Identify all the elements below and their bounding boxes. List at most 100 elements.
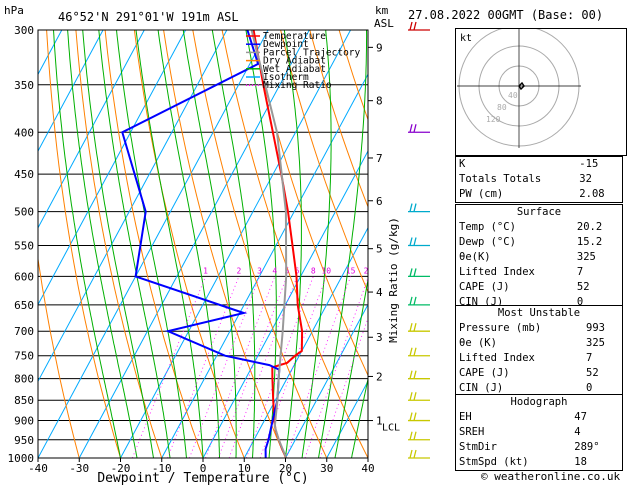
wind-barb-flag <box>413 203 417 212</box>
hodograph-index-value: 47 <box>574 411 587 423</box>
wind-barb-flag <box>413 323 417 332</box>
surface-value: 7 <box>576 266 584 278</box>
most-unstable-row: Pressure (mb) 993 <box>456 321 619 336</box>
pressure-tick-label: 300 <box>14 24 34 37</box>
most-unstable-label: Lifted Index <box>459 352 535 364</box>
hodograph-title: Hodograph <box>510 396 568 408</box>
temperature-tick-label: -40 <box>28 462 48 475</box>
wind-barb-flag <box>413 124 417 133</box>
hodograph-unit-label: kt <box>460 33 472 44</box>
hodograph-index-row: StmDir 289° <box>456 440 619 455</box>
isotherm-line <box>78 30 310 458</box>
mixing-ratio-line <box>189 276 260 458</box>
index-label: K <box>459 158 466 170</box>
hodograph-indices-panel: Hodograph EH 47 SREH 4 StmDir 289° StmSpd (kt)… <box>455 394 623 471</box>
wet-adiabat-line <box>98 30 171 458</box>
station-location: 46°52'N 291°01'W 191m ASL <box>58 10 239 24</box>
surface-row: Lifted Index 7 <box>456 265 619 280</box>
pressure-tick-label: 600 <box>14 270 34 283</box>
most-unstable-label: CIN (J) <box>459 382 504 394</box>
pressure-tick-label: 350 <box>14 79 34 92</box>
temperature-tick-label: 40 <box>361 462 374 475</box>
pressure-tick-label: 700 <box>14 325 34 338</box>
wind-barb-flag <box>409 412 413 421</box>
wind-barb-flag <box>413 237 417 246</box>
wet-adiabat-line <box>211 30 256 458</box>
hpa-axis-label: hPa <box>4 4 24 17</box>
wind-barb-flag <box>409 370 413 379</box>
mixing-ratio-line <box>304 276 368 458</box>
wind-barb-flag <box>409 392 413 401</box>
mixing-ratio-label: 4 <box>272 266 277 275</box>
isotherm-line <box>243 226 368 458</box>
km-tick-label: 5 <box>376 243 383 256</box>
surface-label: θe(K) <box>459 251 491 263</box>
surface-panel: Surface Temp (°C) 20.2 Dewp (°C) 15.2 θe(K) 3… <box>455 204 623 311</box>
index-row: Totals Totals 32 <box>456 172 619 187</box>
wind-barb-flag <box>413 268 417 277</box>
pressure-tick-label: 450 <box>14 168 34 181</box>
indices-panel: K -15 Totals Totals 32 PW (cm) 2.08 <box>455 156 623 203</box>
most-unstable-table: Pressure (mb) 993 θe (K) 325 Lifted Index 7 CA… <box>456 321 619 396</box>
parcel-trajectory-line <box>250 30 288 458</box>
mixing-ratio-line <box>205 276 276 458</box>
mixing-ratio-label: 15 <box>346 266 356 275</box>
hodograph-index-row: StmSpd (kt) 18 <box>456 455 619 470</box>
wind-barb-flag <box>409 21 413 31</box>
mixing-ratio-axis-title: Mixing Ratio (g/kg) <box>387 217 400 343</box>
surface-value: 325 <box>576 251 596 263</box>
surface-title: Surface <box>516 206 562 218</box>
isotherm-line <box>202 149 368 458</box>
wet-adiabat-line <box>334 276 368 458</box>
wind-barb-flag <box>413 347 417 356</box>
hodograph-index-label: StmSpd (kt) <box>459 456 529 468</box>
km-tick-label: 1 <box>376 415 383 428</box>
pressure-tick-label: 650 <box>14 299 34 312</box>
wind-barb-flag <box>409 124 413 133</box>
mixing-ratio-label: 3 <box>257 266 262 275</box>
pressure-tick-label: 900 <box>14 415 34 428</box>
surface-row: Temp (°C) 20.2 <box>456 220 619 235</box>
dry-adiabat-line <box>309 30 368 209</box>
wet-adiabat-line <box>67 30 138 458</box>
wet-adiabat-line <box>351 376 368 458</box>
wind-barb-flag <box>413 392 417 401</box>
surface-row: CAPE (J) 52 <box>456 280 619 295</box>
most-unstable-title: Most Unstable <box>497 307 581 319</box>
hodograph-index-value: 4 <box>574 426 581 438</box>
isotherm-line <box>38 30 145 229</box>
km-tick-label: 6 <box>376 195 383 208</box>
most-unstable-value: 325 <box>586 337 605 349</box>
datetime-title: 27.08.2022 00GMT (Base: 00) <box>408 8 604 22</box>
wet-adiabat-line <box>82 30 154 458</box>
legend-label: Wet Adiabat <box>263 64 326 75</box>
legend-label: Dry Adiabat <box>263 56 326 67</box>
legend-label: Parcel Trajectory <box>263 47 361 58</box>
wet-adiabat-line <box>283 30 302 458</box>
km-tick-label: 3 <box>376 331 383 344</box>
most-unstable-row: CAPE (J) 52 <box>456 366 619 381</box>
legend-label: Mixing Ratio <box>263 80 332 91</box>
surface-value: 20.2 <box>576 221 603 233</box>
km-tick-label: 2 <box>376 370 383 383</box>
wet-adiabat-line <box>318 30 368 458</box>
wind-barb-flag <box>409 323 413 332</box>
pressure-tick-label: 750 <box>14 350 34 363</box>
surface-row: Dewp (°C) 15.2 <box>456 235 619 250</box>
pressure-tick-label: 400 <box>14 126 34 139</box>
hodograph-ring-label: 120 <box>486 115 501 124</box>
wind-barb-flag <box>409 431 413 440</box>
pressure-tick-label: 850 <box>14 394 34 407</box>
hodograph-table: EH 47 SREH 4 StmDir 289° StmSpd (kt) 18 <box>456 410 619 470</box>
mixing-ratio-line <box>246 276 314 458</box>
most-unstable-value: 993 <box>586 322 605 334</box>
surface-row: θe(K) 325 <box>456 250 619 265</box>
temperature-tick-label: 30 <box>320 462 333 475</box>
isotherm-line <box>38 30 269 458</box>
surface-value: 52 <box>576 281 590 293</box>
most-unstable-row: θe (K) 325 <box>456 336 619 351</box>
km-tick-label: 4 <box>376 286 383 299</box>
mixing-ratio-label: 10 <box>321 266 331 275</box>
mixing-ratio-label: 6 <box>295 266 300 275</box>
wet-adiabat-line <box>116 30 187 458</box>
